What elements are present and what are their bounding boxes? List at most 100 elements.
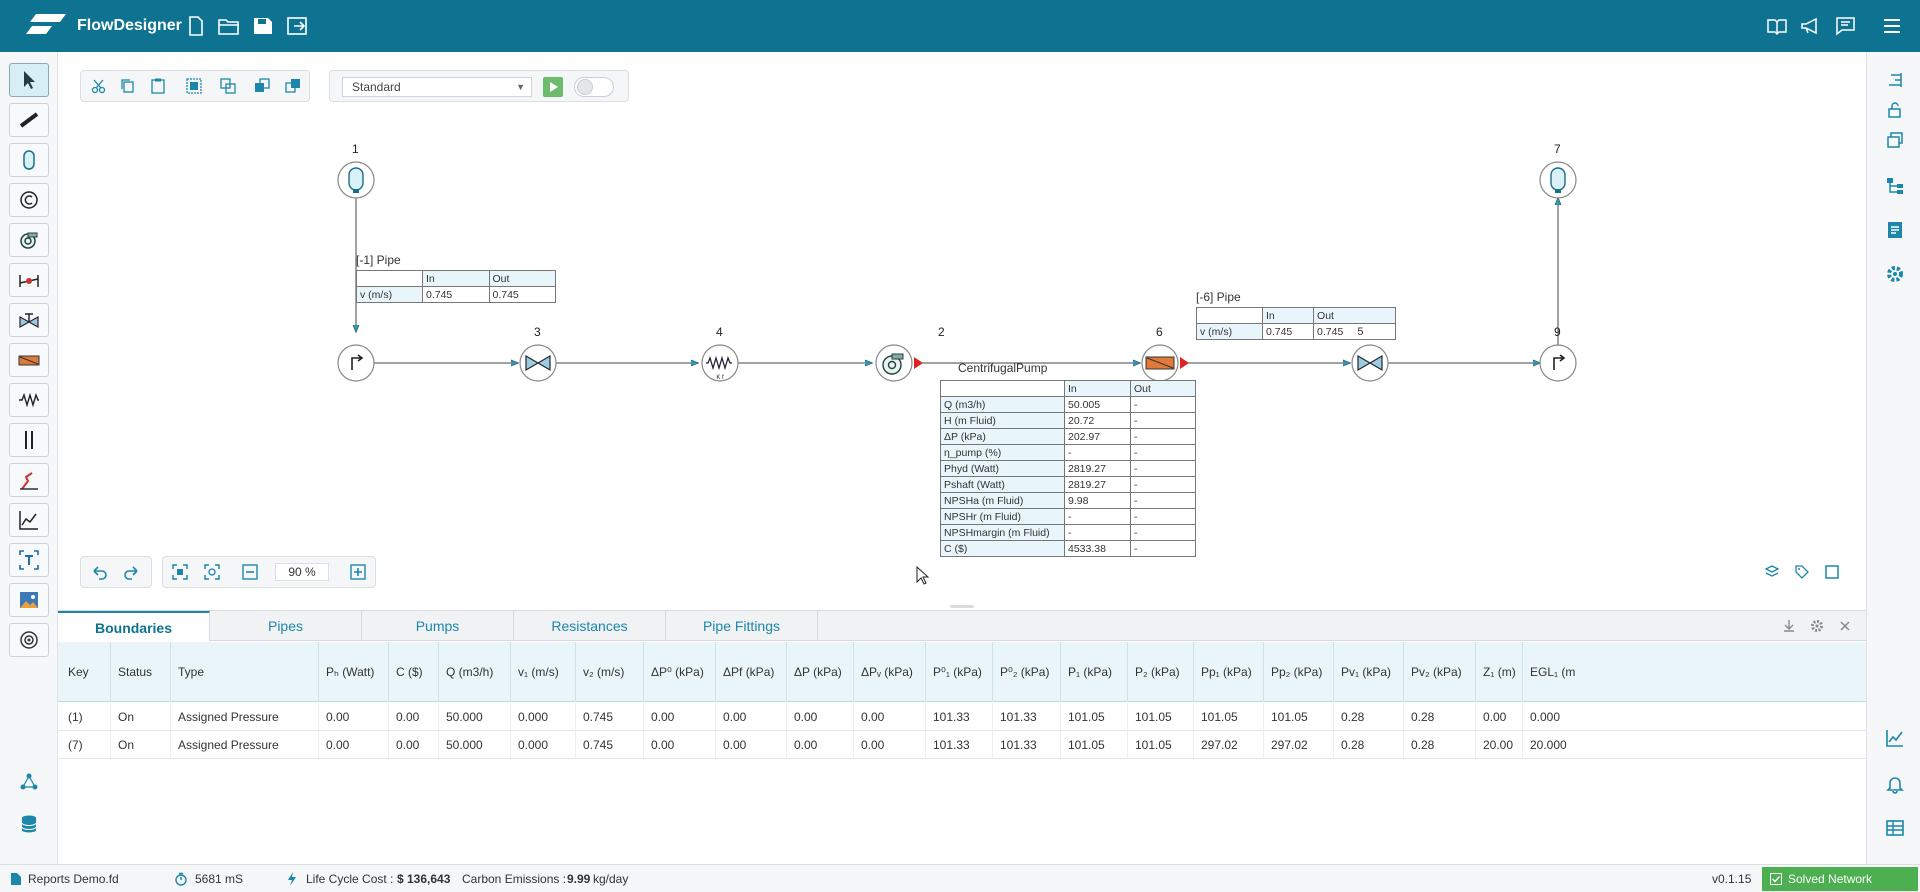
network-icon[interactable]: [19, 772, 39, 792]
column-header[interactable]: Pv₂ (kPa): [1411, 665, 1462, 679]
chart-tool[interactable]: [9, 503, 49, 537]
cut-icon[interactable]: [90, 77, 108, 95]
column-divider[interactable]: [510, 642, 511, 702]
column-header[interactable]: Pp₁ (kPa): [1201, 665, 1252, 679]
elbow-node[interactable]: [337, 344, 375, 382]
column-divider[interactable]: [318, 642, 319, 702]
close-icon[interactable]: [1838, 619, 1852, 633]
tab-pipes[interactable]: Pipes: [210, 611, 362, 641]
layers-icon[interactable]: [1885, 130, 1905, 150]
plot-icon[interactable]: [1885, 728, 1905, 748]
column-divider[interactable]: [1522, 642, 1523, 702]
tab-pipe-fittings[interactable]: Pipe Fittings: [666, 611, 818, 641]
frame-icon[interactable]: [1824, 564, 1840, 580]
resistance-tool[interactable]: [9, 383, 49, 417]
book-icon[interactable]: [1766, 16, 1788, 36]
pump-tool[interactable]: [9, 223, 49, 257]
megaphone-icon[interactable]: [1800, 16, 1822, 36]
column-divider[interactable]: [786, 642, 787, 702]
ungroup-icon[interactable]: [219, 77, 237, 95]
column-header[interactable]: Pₕ (Watt): [326, 665, 375, 679]
zoom-selection-icon[interactable]: [203, 563, 221, 581]
column-header[interactable]: Pp₂ (kPa): [1271, 665, 1323, 679]
new-file-icon[interactable]: [185, 16, 207, 36]
column-header[interactable]: Pv₁ (kPa): [1341, 665, 1392, 679]
column-header[interactable]: P⁰₂ (kPa): [1000, 665, 1050, 679]
mode-select[interactable]: Standard ▼: [342, 77, 532, 97]
image-tool[interactable]: [9, 583, 49, 617]
valve-tool[interactable]: [9, 303, 49, 337]
column-divider[interactable]: [925, 642, 926, 702]
tab-resistances[interactable]: Resistances: [514, 611, 666, 641]
column-header[interactable]: Z₁ (m): [1483, 665, 1516, 679]
gear-icon[interactable]: [1885, 264, 1905, 284]
column-divider[interactable]: [643, 642, 644, 702]
column-header[interactable]: P₂ (kPa): [1135, 665, 1180, 679]
column-header[interactable]: ΔPᵥ (kPa): [861, 665, 913, 679]
heater-node-6[interactable]: [1141, 344, 1189, 382]
target-tool[interactable]: [9, 623, 49, 657]
meter-tool[interactable]: [9, 263, 49, 297]
column-header[interactable]: Q (m3/h): [446, 665, 494, 679]
column-divider[interactable]: [170, 642, 171, 702]
loss-tool[interactable]: [9, 463, 49, 497]
column-header[interactable]: v₁ (m/s): [518, 665, 559, 679]
fitting-tool[interactable]: [9, 423, 49, 457]
column-divider[interactable]: [715, 642, 716, 702]
copyright-tool[interactable]: [9, 183, 49, 217]
diagram-canvas[interactable]: Standard ▼: [58, 52, 1866, 605]
column-header[interactable]: Status: [118, 665, 153, 679]
pump-node-2[interactable]: [875, 344, 923, 382]
resistance-node-4[interactable]: K f: [701, 344, 739, 382]
pointer-tool[interactable]: [9, 63, 49, 97]
chat-icon[interactable]: [1835, 16, 1857, 36]
column-header[interactable]: P⁰₁ (kPa): [933, 665, 982, 679]
paste-icon[interactable]: [149, 77, 167, 95]
solved-status-badge[interactable]: Solved Network: [1762, 867, 1918, 891]
tab-pumps[interactable]: Pumps: [362, 611, 514, 641]
column-header[interactable]: ΔP⁰ (kPa): [651, 665, 704, 679]
elbow-node-9[interactable]: [1539, 344, 1577, 382]
panel-resize-handle[interactable]: [950, 605, 974, 608]
export-icon[interactable]: [287, 16, 309, 36]
redo-icon[interactable]: [123, 563, 141, 581]
column-divider[interactable]: [1333, 642, 1334, 702]
mode-toggle[interactable]: [574, 77, 614, 97]
tree-icon[interactable]: [1885, 176, 1905, 196]
column-divider[interactable]: [1127, 642, 1128, 702]
bring-front-icon[interactable]: [284, 77, 302, 95]
table-row[interactable]: (7) On Assigned Pressure 0.00 0.00 50.000 0.00…: [58, 731, 1866, 759]
column-divider[interactable]: [575, 642, 576, 702]
column-header[interactable]: C ($): [396, 665, 423, 679]
column-divider[interactable]: [1060, 642, 1061, 702]
valve-node-5[interactable]: [1351, 344, 1389, 382]
zoom-in-button[interactable]: [349, 563, 367, 581]
column-divider[interactable]: [388, 642, 389, 702]
tank-node-7[interactable]: [1539, 161, 1577, 199]
zoom-out-button[interactable]: [241, 563, 259, 581]
column-header[interactable]: ΔP (kPa): [794, 665, 842, 679]
column-header[interactable]: Key: [68, 665, 89, 679]
text-tool[interactable]: [9, 543, 49, 577]
column-header[interactable]: P₁ (kPa): [1068, 665, 1113, 679]
save-icon[interactable]: [252, 16, 274, 36]
align-icon[interactable]: [1885, 70, 1905, 90]
column-divider[interactable]: [438, 642, 439, 702]
table-row[interactable]: (1) On Assigned Pressure 0.00 0.00 50.000 0.00…: [58, 703, 1866, 731]
tank-tool[interactable]: [9, 143, 49, 177]
column-divider[interactable]: [853, 642, 854, 702]
valve-node-3[interactable]: [519, 344, 557, 382]
column-header[interactable]: EGL₁ (m: [1530, 665, 1576, 679]
column-header[interactable]: Type: [178, 665, 205, 679]
tag-icon[interactable]: [1794, 564, 1810, 580]
send-back-icon[interactable]: [253, 77, 271, 95]
run-button[interactable]: [543, 77, 563, 97]
column-divider[interactable]: [110, 642, 111, 702]
database-icon[interactable]: [19, 814, 39, 834]
pipe-tool[interactable]: [9, 103, 49, 137]
copy-icon[interactable]: [119, 77, 137, 95]
document-icon[interactable]: [1885, 220, 1905, 240]
fit-view-icon[interactable]: [171, 563, 189, 581]
column-header[interactable]: v₂ (m/s): [583, 665, 625, 679]
undo-icon[interactable]: [90, 563, 108, 581]
